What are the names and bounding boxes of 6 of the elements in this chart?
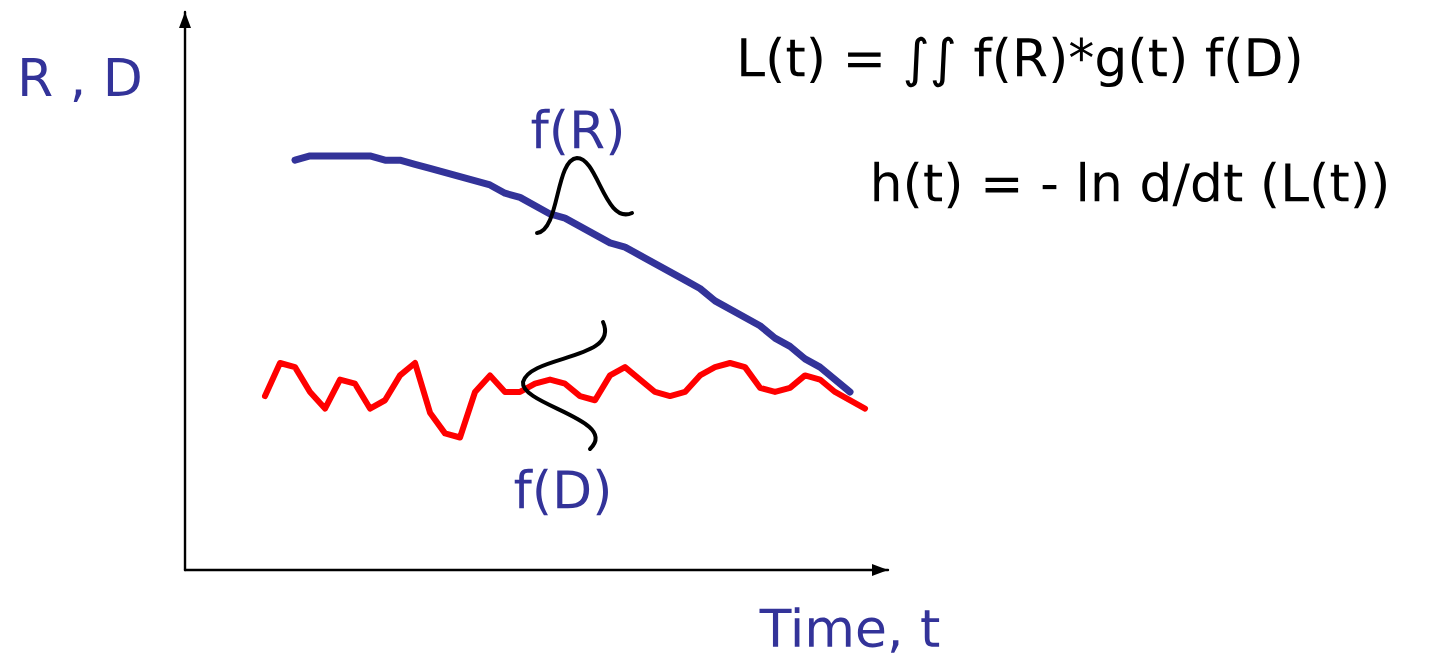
y-axis-title: R , D: [22, 58, 140, 102]
series-label: f(R): [531, 108, 622, 156]
series-label: f(D): [514, 468, 608, 516]
text: h(t) = - ln d/dt (L(t)): [874, 161, 1386, 209]
text: L(t) = ∫∫ f(R)*g(t) f(D): [741, 36, 1300, 88]
x-axis-title: Time, t: [759, 607, 940, 653]
